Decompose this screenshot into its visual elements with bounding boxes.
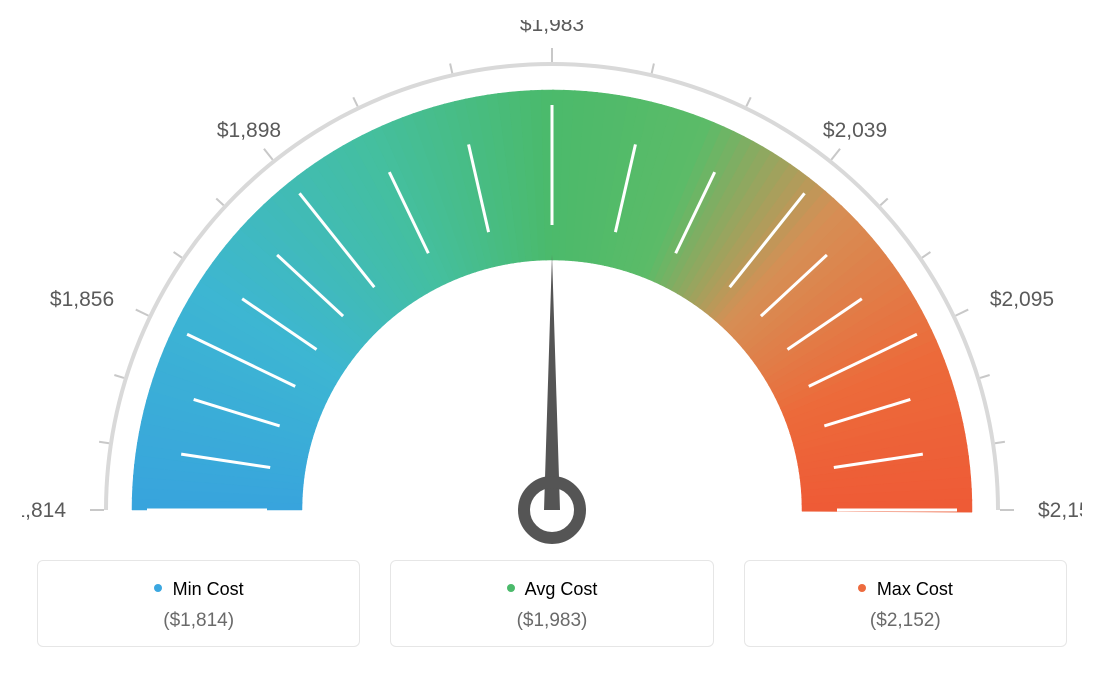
legend-max-dot-icon <box>858 584 866 592</box>
legend-min-label: Min Cost <box>173 579 244 599</box>
legend-avg-label: Avg Cost <box>525 579 598 599</box>
legend-min-dot-icon <box>154 584 162 592</box>
gauge-tick-label: $2,095 <box>990 288 1054 311</box>
gauge-svg: $1,814 $1,856 $1,898 $1,983 $2,039 $2,095 $2,1… <box>22 20 1082 560</box>
legend-max-value: ($2,152) <box>755 610 1056 632</box>
legend-avg-value: ($1,983) <box>401 610 702 632</box>
gauge-tick-label: $1,856 <box>50 288 114 311</box>
legend-avg-dot-icon <box>507 584 515 592</box>
gauge-tick-label: $2,039 <box>823 119 887 142</box>
cost-gauge-chart: $1,814 $1,856 $1,898 $1,983 $2,039 $2,095 $2,1… <box>22 20 1082 647</box>
gauge-tick-label: $1,983 <box>520 20 584 36</box>
legend-row: Min Cost ($1,814) Avg Cost ($1,983) Max … <box>22 560 1082 647</box>
legend-max-title: Max Cost <box>755 579 1056 600</box>
legend-card-avg: Avg Cost ($1,983) <box>390 560 713 647</box>
legend-max-label: Max Cost <box>877 579 953 599</box>
legend-avg-title: Avg Cost <box>401 579 702 600</box>
gauge-needle <box>544 255 560 510</box>
gauge-tick-label: $2,152 <box>1038 499 1082 522</box>
gauge-tick-label: $1,898 <box>217 119 281 142</box>
gauge-svg-container: $1,814 $1,856 $1,898 $1,983 $2,039 $2,095 $2,1… <box>22 20 1082 560</box>
legend-min-value: ($1,814) <box>48 610 349 632</box>
legend-card-min: Min Cost ($1,814) <box>37 560 360 647</box>
legend-card-max: Max Cost ($2,152) <box>744 560 1067 647</box>
legend-min-title: Min Cost <box>48 579 349 600</box>
gauge-tick-label: $1,814 <box>22 499 66 522</box>
